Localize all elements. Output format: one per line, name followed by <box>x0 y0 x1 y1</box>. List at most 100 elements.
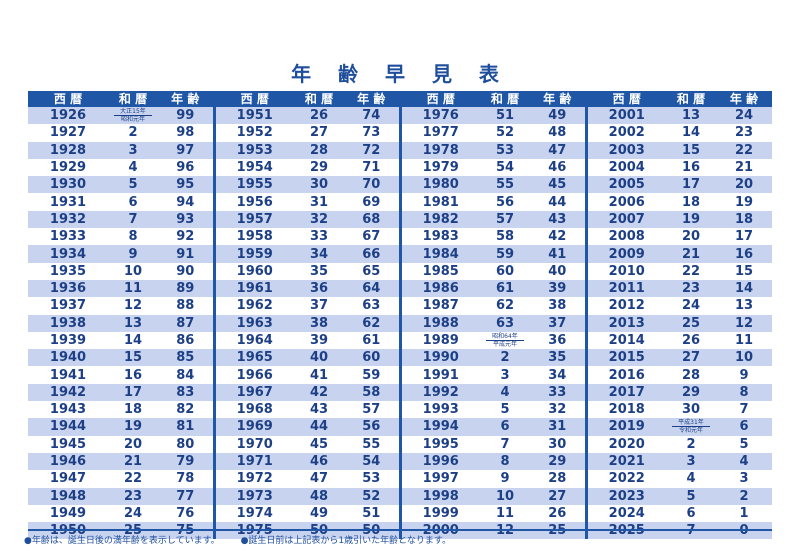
footer-notes: ●年齢は、誕生日後の満年齢を表示しています。 ●誕生日前は上記表から1歳引いた年… <box>24 533 469 546</box>
cell-wareki: 60 <box>480 262 530 280</box>
cell-age: 37 <box>530 314 586 332</box>
cell-seireki: 1980 <box>398 176 480 194</box>
cell-wareki: 24 <box>108 504 158 523</box>
table-row: 1931 6 94 1956 31 69 1981 56 44 2006 18 19 <box>28 193 772 211</box>
age-table: 西 暦和 暦年 齢西 暦和 暦年 齢西 暦和 暦年 齢西 暦和 暦年 齢 192… <box>28 91 772 540</box>
cell-age: 27 <box>530 487 586 505</box>
cell-seireki: 1999 <box>398 504 480 523</box>
cell-age: 22 <box>716 141 772 159</box>
cell-age: 6 <box>716 418 772 436</box>
footer-note-birthday: ●誕生日前は上記表から1歳引いた年齢となります。 <box>240 536 451 546</box>
cell-wareki: 59 <box>480 245 530 263</box>
bottom-rule <box>28 529 772 531</box>
cell-age: 92 <box>158 228 214 246</box>
cell-seireki: 1996 <box>398 452 480 471</box>
cell-wareki: 7 <box>108 210 158 229</box>
cell-seireki: 2014 <box>584 331 666 350</box>
cell-seireki: 2001 <box>584 107 666 125</box>
cell-wareki: 47 <box>294 470 344 488</box>
cell-seireki: 1966 <box>212 366 294 384</box>
cell-age: 86 <box>158 331 214 350</box>
cell-wareki: 35 <box>294 262 344 280</box>
header-age: 年 齢 <box>344 91 400 107</box>
cell-age: 83 <box>158 383 214 402</box>
cell-age: 28 <box>530 470 586 488</box>
cell-seireki: 1955 <box>212 176 294 194</box>
cell-age: 57 <box>344 401 400 419</box>
cell-wareki: 49 <box>294 504 344 523</box>
cell-wareki: 6 <box>480 418 530 436</box>
cell-age: 88 <box>158 297 214 315</box>
table-row: 1946 21 79 1971 46 54 1996 8 29 2021 3 4 <box>28 452 772 471</box>
cell-wareki: 2 <box>480 349 530 367</box>
cell-age: 74 <box>344 107 400 125</box>
cell-wareki: 54 <box>480 158 530 177</box>
cell-seireki: 1991 <box>398 366 480 384</box>
cell-wareki: 51 <box>480 107 530 125</box>
cell-seireki: 1928 <box>28 141 108 159</box>
cell-age: 55 <box>344 435 400 453</box>
cell-age: 49 <box>530 107 586 125</box>
cell-seireki: 1972 <box>212 470 294 488</box>
cell-age: 47 <box>530 141 586 159</box>
cell-wareki: 平成31年 令和元年 <box>666 418 716 436</box>
cell-seireki: 2018 <box>584 401 666 419</box>
cell-age: 67 <box>344 228 400 246</box>
cell-seireki: 2010 <box>584 262 666 280</box>
cell-seireki: 1963 <box>212 314 294 332</box>
cell-wareki: 4 <box>666 470 716 488</box>
cell-seireki: 2013 <box>584 314 666 332</box>
cell-seireki: 1983 <box>398 228 480 246</box>
cell-age: 65 <box>344 262 400 280</box>
cell-wareki: 6 <box>666 504 716 523</box>
cell-wareki: 17 <box>108 383 158 402</box>
cell-seireki: 1935 <box>28 262 108 280</box>
cell-seireki: 1998 <box>398 487 480 505</box>
cell-wareki: 2 <box>666 435 716 453</box>
table-row: 1935 10 90 1960 35 65 1985 60 40 2010 22 15 <box>28 262 772 280</box>
cell-wareki: 56 <box>480 193 530 211</box>
cell-age: 40 <box>530 262 586 280</box>
table-row: 1939 14 86 1964 39 61 1989 昭和64年 平成元年 36 2014 26 11 <box>28 331 772 350</box>
cell-age: 3 <box>716 470 772 488</box>
cell-seireki: 1985 <box>398 262 480 280</box>
cell-age: 77 <box>158 487 214 505</box>
cell-age: 41 <box>530 245 586 263</box>
cell-wareki: 30 <box>666 401 716 419</box>
cell-wareki: 8 <box>480 452 530 471</box>
cell-age: 30 <box>530 435 586 453</box>
cell-seireki: 1962 <box>212 297 294 315</box>
cell-wareki: 20 <box>108 435 158 453</box>
cell-age: 46 <box>530 158 586 177</box>
cell-seireki: 1959 <box>212 245 294 263</box>
cell-seireki: 1929 <box>28 158 108 177</box>
cell-wareki: 63 <box>480 314 530 332</box>
cell-wareki: 15 <box>666 141 716 159</box>
cell-seireki: 1945 <box>28 435 108 453</box>
cell-wareki: 11 <box>480 504 530 523</box>
cell-age: 43 <box>530 210 586 229</box>
table-row: 1933 8 92 1958 33 67 1983 58 42 2008 20 17 <box>28 228 772 246</box>
cell-age: 53 <box>344 470 400 488</box>
cell-seireki: 2003 <box>584 141 666 159</box>
cell-age: 85 <box>158 349 214 367</box>
cell-seireki: 1946 <box>28 452 108 471</box>
cell-wareki: 15 <box>108 349 158 367</box>
cell-wareki: 28 <box>666 366 716 384</box>
cell-wareki: 23 <box>666 279 716 298</box>
cell-age: 95 <box>158 176 214 194</box>
table-row: 1934 9 91 1959 34 66 1984 59 41 2009 21 16 <box>28 245 772 263</box>
cell-age: 70 <box>344 176 400 194</box>
cell-seireki: 1956 <box>212 193 294 211</box>
cell-seireki: 1977 <box>398 124 480 142</box>
cell-wareki: 33 <box>294 228 344 246</box>
cell-wareki: 20 <box>666 228 716 246</box>
cell-wareki: 57 <box>480 210 530 229</box>
cell-seireki: 2004 <box>584 158 666 177</box>
cell-age: 87 <box>158 314 214 332</box>
cell-age: 97 <box>158 141 214 159</box>
cell-age: 5 <box>716 435 772 453</box>
header-seireki: 西 暦 <box>584 91 666 107</box>
cell-age: 24 <box>716 107 772 125</box>
cell-wareki: 43 <box>294 401 344 419</box>
